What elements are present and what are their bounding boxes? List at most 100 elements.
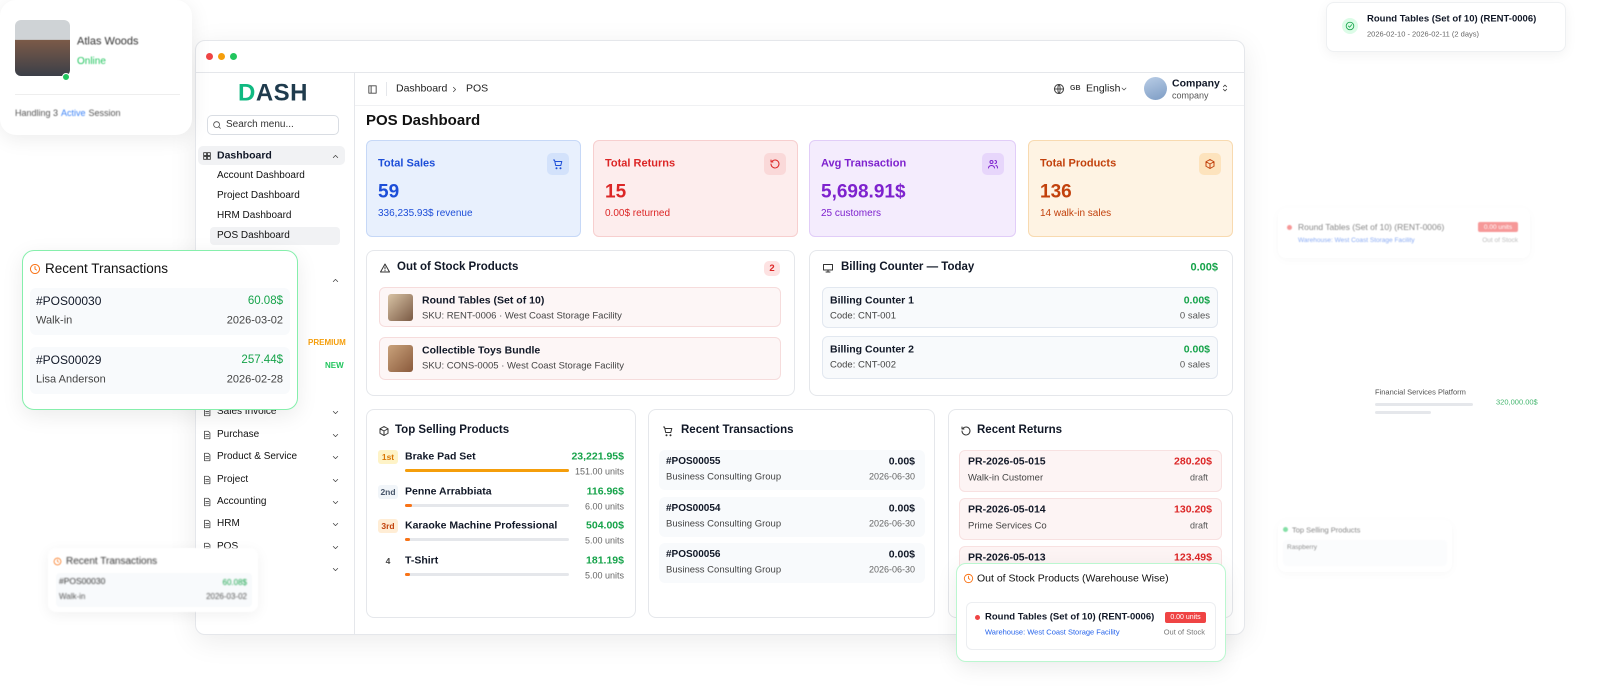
menu-item[interactable]: Sales Invoice [217,406,277,417]
transaction-date: 2026-06-30 [868,471,915,482]
platform-amount: 320,000.00$ [1496,397,1538,407]
menu-item[interactable]: Purchase [217,429,260,440]
stat-icon [1204,158,1216,170]
platform-name: Financial Services Platform [1375,387,1466,397]
company-name[interactable]: Company [1172,77,1220,90]
submenu-active [210,227,340,245]
transaction-amount: 0.00$ [888,548,915,561]
divider [15,94,180,95]
chevron-path [332,434,339,437]
product-units: 151.00 units [574,466,624,477]
faded-badge: 0.00 units [1478,222,1518,232]
menu-item[interactable]: Dashboard [217,149,272,162]
product-name: Collectible Toys Bundle [422,344,541,357]
menu-icon-path [204,452,211,462]
transaction-date: 2026-06-30 [868,564,915,575]
menu-icon-svg [203,152,211,160]
product-amount: 116.96$ [586,485,624,498]
chevron-svg [332,411,339,414]
clock-icon [29,263,41,275]
menu-icon-path [204,497,211,507]
transaction-item [659,543,925,583]
return-customer: Walk-in Customer [968,472,1044,484]
stat-value: 59 [378,181,400,203]
stat-value: 5,698.91$ [821,181,906,203]
card-icon-path [823,264,833,273]
stat-card [593,140,798,237]
chevron-svg [332,501,339,504]
clock-icon-path [53,557,62,566]
product-name: Round Tables (Set of 10) [422,294,545,307]
transaction-amount: 60.08$ [247,295,283,308]
rental-icon [1345,21,1355,31]
chevron-svg [332,155,339,158]
card-title: Recent Returns [977,424,1062,437]
submenu-item[interactable]: HRM Dashboard [217,210,292,221]
menu-icon-svg [204,430,211,440]
transaction-customer: Lisa Anderson [36,373,106,386]
badge: NEW [325,361,344,371]
stat-title: Avg Transaction [821,157,907,170]
mini-date: 2026-03-02 [206,592,247,602]
card-title: Recent Transactions [681,424,794,437]
submenu-item[interactable]: Account Dashboard [217,170,305,181]
chevron-path [332,411,339,414]
card-title: Billing Counter — Today [841,261,975,274]
online-dot [62,73,70,81]
return-id: PR-2026-05-015 [968,455,1046,468]
menu-icon [202,519,212,529]
menu-item[interactable]: POS [217,541,239,552]
menu-icon-svg [204,452,211,462]
mini-title: Recent Transactions [66,556,158,567]
menu-active[interactable] [198,146,345,165]
mini-amount: 60.08$ [222,578,247,588]
submenu-item[interactable]: POS Dashboard [217,230,290,241]
platform-bar [1375,403,1473,406]
stat-card [366,140,581,237]
chevron [331,543,340,552]
counter-code: Code: CNT-002 [830,359,897,371]
search-placeholder: Search menu... [226,119,294,130]
faded-item [1283,540,1447,566]
menu-item[interactable]: Accounting [217,496,267,507]
card-icon-svg [823,264,833,273]
transaction-id: #POS00030 [36,293,102,308]
stat-value: 15 [605,181,627,203]
counter-name: Billing Counter 1 [830,294,914,307]
stat-icon [769,158,781,170]
menu-item[interactable]: Product & Service [217,451,298,462]
breadcrumb[interactable]: Dashboard [396,82,448,95]
stat-icon-svg [770,159,780,169]
rank-badge: 4 [385,555,391,566]
search-icon-svg [213,121,221,129]
rental-icon-path [1345,21,1355,31]
stat-title: Total Sales [378,157,436,170]
stat-card [809,140,1016,237]
product-amount: 23,221.95$ [571,450,624,463]
counter-amount: 0.00$ [1183,294,1210,307]
stat-card [1028,140,1233,237]
language[interactable]: English [1086,82,1121,95]
chevron [1120,85,1128,93]
card-icon-path [961,426,971,436]
menu-item[interactable]: HRM [217,518,240,529]
submenu-item[interactable]: Project Dashboard [217,190,300,201]
session-line: Handling 3 Active Session [15,108,121,118]
company-avatar [1144,77,1167,100]
card-icon-path [663,426,673,437]
transaction-item [659,497,925,537]
stat-icon [987,158,999,170]
units-badge: 0.00 units [1165,612,1206,623]
menu-item[interactable]: Project [217,474,249,485]
mini-item [56,573,252,607]
session-text: Active [61,108,86,118]
search-box[interactable] [207,115,339,135]
chevron-path [332,279,339,282]
faded-item-name: Raspberry [1287,544,1317,552]
card-icon-svg [961,426,971,436]
rank-badge: 2nd [378,484,398,499]
menu-icon-path [203,152,211,160]
globe-icon-path [1054,84,1064,94]
chevron-svg [332,546,339,549]
chevron [331,453,340,462]
